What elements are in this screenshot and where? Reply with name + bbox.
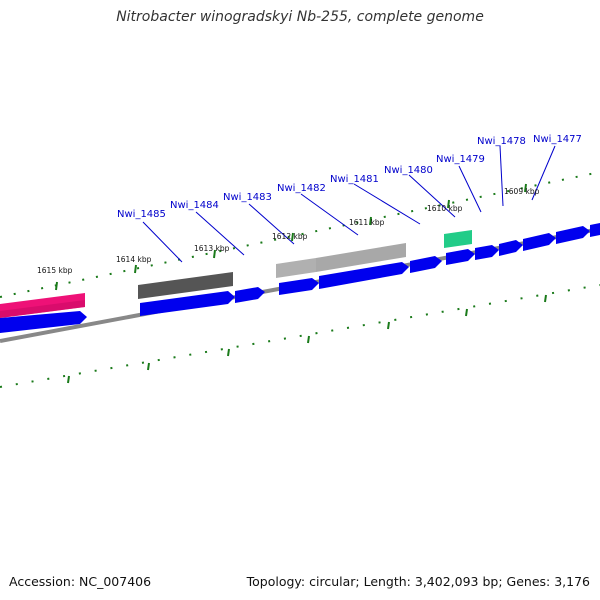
kbp-label-1615: 1615 kbp: [37, 266, 73, 275]
gene-label-nwi-1477: Nwi_1477: [533, 134, 582, 145]
accession-text: Accession: NC_007406: [9, 574, 152, 589]
kbp-label-1614: 1614 kbp: [116, 255, 152, 264]
dark-feature: [138, 272, 233, 299]
gene-label-nwi-1485: Nwi_1485: [117, 209, 166, 220]
gene-label-nwi-1484: Nwi_1484: [170, 200, 219, 211]
kbp-label-1610: 1610 kbp: [427, 204, 463, 213]
map-title: Nitrobacter winogradskyi Nb-255, complet…: [116, 9, 484, 25]
feature-blocks: [0, 230, 472, 318]
teal-feature: [444, 230, 472, 248]
gene-label-nwi-1481: Nwi_1481: [330, 174, 379, 185]
kbp-label-1613: 1613 kbp: [194, 244, 230, 253]
kbp-label-1611: 1611 kbp: [349, 218, 385, 227]
leader-lines: [142, 145, 556, 263]
light-feature-2: [316, 243, 406, 272]
light-feature-1: [276, 258, 316, 278]
kbp-label-1609: 1609 kbp: [504, 187, 540, 196]
inner-tick-ruler: [0, 284, 600, 388]
pink-feature-shadow: [0, 300, 85, 318]
kbp-label-1612: 1612 kbp: [272, 232, 308, 241]
gene-label-nwi-1483: Nwi_1483: [223, 192, 272, 203]
gene-label-nwi-1482: Nwi_1482: [277, 183, 326, 194]
gene-label-nwi-1479: Nwi_1479: [436, 154, 485, 165]
gene-label-nwi-1480: Nwi_1480: [384, 165, 433, 176]
cds-arrows: [0, 223, 600, 333]
genome-summary-text: Topology: circular; Length: 3,402,093 bp…: [246, 574, 590, 589]
gene-label-nwi-1478: Nwi_1478: [477, 136, 526, 147]
major-ticks: [55, 183, 527, 291]
